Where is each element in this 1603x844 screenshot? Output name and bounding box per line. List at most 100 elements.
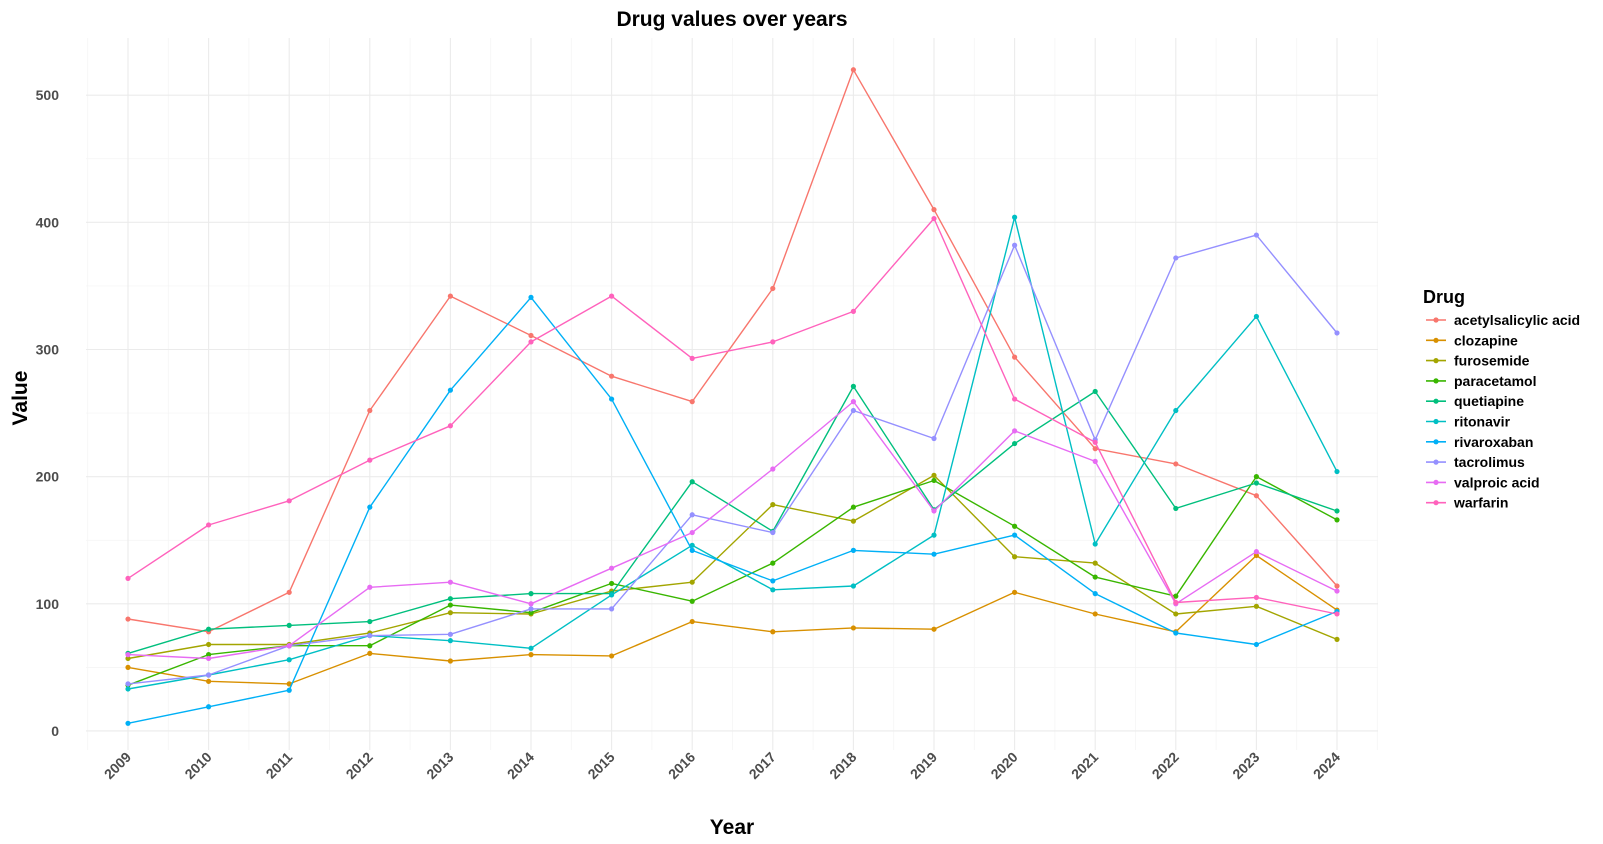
data-point xyxy=(770,587,776,593)
x-tick-label: 2022 xyxy=(1149,749,1182,782)
y-tick-label: 200 xyxy=(36,469,60,485)
data-point xyxy=(770,578,776,584)
data-point xyxy=(1012,396,1018,402)
legend-item: valproic acid xyxy=(1426,474,1540,490)
data-point xyxy=(125,655,131,662)
data-point xyxy=(931,508,937,514)
data-point xyxy=(689,512,695,518)
data-point xyxy=(367,457,373,463)
y-tick-label: 300 xyxy=(36,342,60,358)
legend-label: acetylsalicylic acid xyxy=(1454,312,1580,328)
data-point xyxy=(770,529,776,536)
data-point xyxy=(528,332,534,339)
data-point xyxy=(1253,480,1259,486)
data-point xyxy=(447,293,453,299)
data-point xyxy=(367,504,373,510)
legend-key-point xyxy=(1433,337,1439,343)
data-point xyxy=(125,616,131,622)
legend-key-point xyxy=(1433,378,1439,384)
x-axis-ticks: 2009 2010 2011 2012 2013 2014 2015 2016 2017 2018… xyxy=(101,749,1343,782)
legend-item: ritonavir xyxy=(1426,414,1511,430)
data-point xyxy=(286,622,292,629)
series-line xyxy=(127,217,1338,615)
x-tick-label: 2016 xyxy=(665,749,698,782)
legend-item: furosemide xyxy=(1426,353,1530,369)
data-point xyxy=(528,606,534,612)
data-point xyxy=(286,657,292,663)
data-point xyxy=(125,720,131,726)
legend-key-point xyxy=(1433,418,1439,425)
data-point xyxy=(125,681,131,687)
data-point xyxy=(1253,232,1259,238)
legend-item: rivaroxaban xyxy=(1426,434,1533,450)
data-point xyxy=(206,672,212,678)
data-point xyxy=(1173,255,1179,261)
data-point xyxy=(689,618,695,625)
chart-title: Drug values over years xyxy=(616,8,847,31)
data-point xyxy=(1173,630,1179,636)
data-point xyxy=(447,596,453,602)
data-point xyxy=(1012,440,1018,447)
data-point xyxy=(770,502,776,508)
data-point xyxy=(850,504,857,510)
data-point xyxy=(125,686,131,692)
data-point xyxy=(1253,641,1259,648)
data-point xyxy=(447,579,453,585)
data-point xyxy=(1253,594,1259,601)
data-point xyxy=(609,653,615,659)
data-point xyxy=(367,650,373,656)
legend-key-point xyxy=(1433,317,1439,323)
legend-item: paracetamol xyxy=(1426,373,1536,389)
legend-label: ritonavir xyxy=(1454,414,1511,430)
data-point xyxy=(1173,461,1179,467)
data-point xyxy=(206,655,212,662)
data-point xyxy=(609,606,615,612)
legend-key-point xyxy=(1433,500,1439,506)
legend: Drug acetylsalicylic acid clozapine furose… xyxy=(1423,287,1580,511)
data-point xyxy=(1253,313,1259,320)
x-tick-label: 2011 xyxy=(263,749,296,782)
y-tick-label: 100 xyxy=(36,596,60,612)
data-point xyxy=(770,285,776,292)
x-tick-label: 2023 xyxy=(1229,749,1262,782)
legend-item: warfarin xyxy=(1426,495,1508,511)
data-point xyxy=(609,580,615,587)
legend-key-point xyxy=(1433,439,1439,445)
legend-item: clozapine xyxy=(1426,332,1518,348)
data-point xyxy=(770,339,776,345)
legend-label: furosemide xyxy=(1454,353,1530,369)
data-point xyxy=(447,610,453,616)
data-point xyxy=(850,399,857,405)
data-point xyxy=(1092,574,1098,580)
legend-label: quetiapine xyxy=(1454,393,1524,409)
series-line xyxy=(127,474,1338,660)
series-line xyxy=(127,554,1338,685)
y-tick-label: 0 xyxy=(51,723,59,739)
x-tick-label: 2020 xyxy=(987,749,1020,782)
data-point xyxy=(1173,505,1179,512)
series-line xyxy=(127,69,1338,633)
data-point xyxy=(206,704,212,710)
data-point xyxy=(286,681,292,687)
data-point xyxy=(528,610,534,616)
data-point xyxy=(125,575,131,581)
legend-label: rivaroxaban xyxy=(1454,434,1533,450)
series-rivaroxaban xyxy=(125,294,1340,726)
data-point xyxy=(125,664,131,670)
legend-items: acetylsalicylic acid clozapine furosemide p… xyxy=(1426,312,1580,511)
data-point xyxy=(1253,474,1259,480)
x-tick-label: 2015 xyxy=(584,749,617,782)
data-point xyxy=(1334,508,1340,514)
data-point xyxy=(1092,541,1098,547)
data-point xyxy=(528,645,534,651)
data-point xyxy=(528,601,534,607)
data-point xyxy=(206,522,212,528)
data-point xyxy=(447,602,453,608)
data-point xyxy=(1173,611,1179,617)
data-point xyxy=(1012,532,1018,538)
data-point xyxy=(286,589,292,595)
data-point xyxy=(528,339,534,345)
legend-label: clozapine xyxy=(1454,332,1518,348)
data-point xyxy=(1092,458,1098,464)
